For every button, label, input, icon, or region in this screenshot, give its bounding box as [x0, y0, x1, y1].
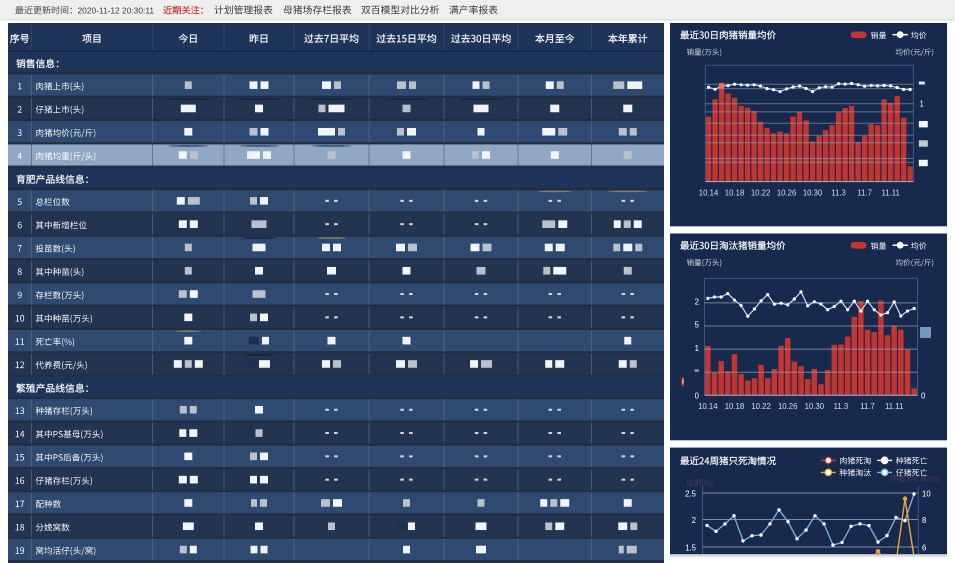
svg-text:2.5: 2.5: [685, 489, 697, 498]
svg-text:11.7: 11.7: [857, 189, 872, 198]
svg-text:10.14: 10.14: [699, 189, 719, 198]
svg-text:11.3: 11.3: [831, 189, 846, 198]
svg-text:10.26: 10.26: [778, 402, 798, 411]
svg-text:1.5: 1.5: [685, 543, 697, 552]
svg-text:11.3: 11.3: [834, 402, 849, 411]
svg-text:10.26: 10.26: [777, 189, 797, 198]
svg-text:1: 1: [920, 100, 924, 109]
svg-text:10.22: 10.22: [751, 189, 771, 198]
svg-text:10: 10: [922, 489, 931, 498]
svg-text:5: 5: [695, 321, 700, 330]
svg-text:10.30: 10.30: [803, 189, 823, 198]
svg-text:2: 2: [692, 516, 696, 525]
svg-text:2: 2: [695, 298, 699, 307]
svg-text:0: 0: [695, 391, 700, 400]
svg-text:10.18: 10.18: [725, 402, 745, 411]
svg-text:1: 1: [695, 344, 699, 353]
svg-text:6: 6: [922, 543, 926, 552]
svg-text:10.30: 10.30: [805, 402, 825, 411]
svg-text:8: 8: [922, 516, 926, 525]
svg-text:10.22: 10.22: [751, 402, 771, 411]
svg-text:10.14: 10.14: [698, 402, 718, 411]
svg-text:2020-11-12 20:30:11: 2020-11-12 20:30:11: [78, 6, 155, 16]
svg-text:11.11: 11.11: [881, 189, 899, 198]
svg-text:11.11: 11.11: [885, 402, 903, 411]
svg-text:11.7: 11.7: [860, 402, 875, 411]
svg-text:0: 0: [921, 391, 926, 400]
svg-text:10.18: 10.18: [725, 189, 745, 198]
